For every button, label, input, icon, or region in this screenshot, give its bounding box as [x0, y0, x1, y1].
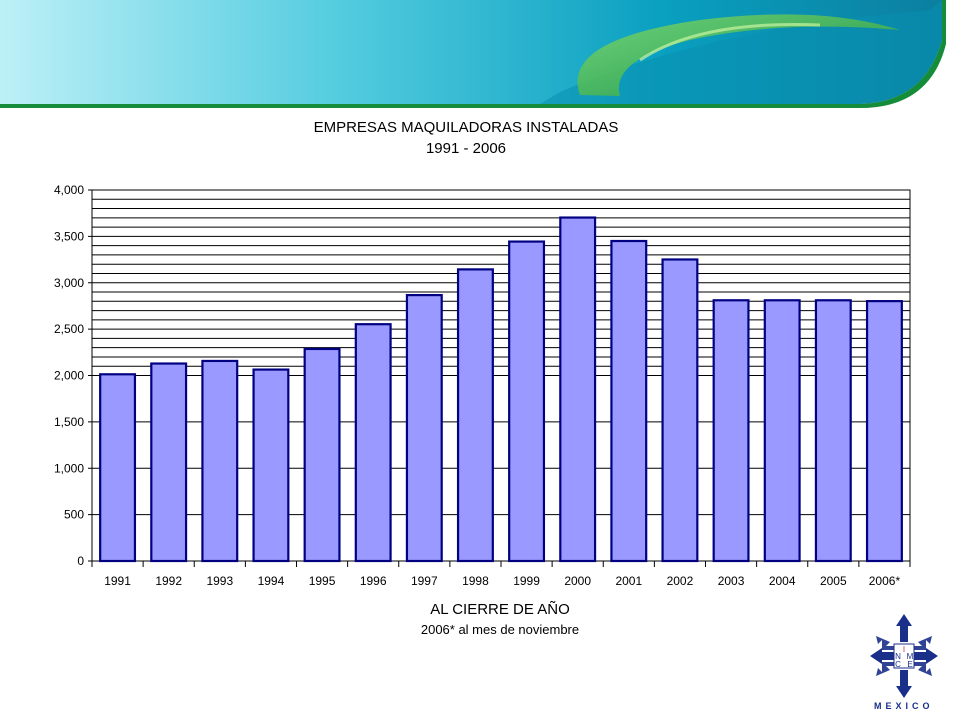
bar-1994	[252, 368, 290, 563]
x-axis-label: AL CIERRE DE AÑO	[430, 601, 569, 618]
index-cross-arrows-logo: I N M C E	[870, 614, 938, 698]
x-tick-label: 2001	[615, 574, 642, 588]
bars	[99, 216, 903, 563]
logo-letter: N	[895, 652, 901, 661]
bar-2005	[814, 299, 852, 563]
y-axis-ticks: 0 500 1,000 1,500 2,000 2,500 3,000 3,500 4,000	[54, 183, 92, 568]
bar-1996	[354, 323, 392, 563]
bar-2002	[661, 258, 699, 563]
x-tick-label: 2002	[667, 574, 694, 588]
y-tick-label: 3,500	[54, 229, 84, 243]
bar-1991	[99, 373, 137, 563]
y-tick-label: 3,000	[54, 276, 84, 290]
logo-letter: I	[903, 645, 905, 654]
y-tick-label: 1,000	[54, 461, 84, 475]
bar-1998	[456, 268, 494, 563]
bar-2003	[712, 299, 750, 563]
x-tick-label: 1999	[513, 574, 540, 588]
bar-2006*	[865, 300, 903, 563]
logo-letter: M	[907, 652, 914, 661]
logo-letter: E	[907, 660, 912, 669]
x-tick-label: 1993	[206, 574, 233, 588]
bar-1993	[201, 359, 239, 563]
y-tick-label: 4,000	[54, 183, 84, 197]
x-tick-label: 2000	[564, 574, 591, 588]
x-tick-label: 1994	[258, 574, 285, 588]
x-tick-label: 2006*	[869, 574, 901, 588]
x-tick-label: 1998	[462, 574, 489, 588]
bar-1997	[405, 293, 443, 563]
y-tick-label: 2,000	[54, 369, 84, 383]
x-tick-label: 1996	[360, 574, 387, 588]
bar-chart: EMPRESAS MAQUILADORAS INSTALADAS 1991 - …	[54, 119, 911, 637]
logo-wordmark: MEXICO	[874, 701, 934, 711]
header-banner	[0, 0, 946, 108]
x-tick-label: 1997	[411, 574, 438, 588]
x-axis-note: 2006* al mes de noviembre	[421, 622, 579, 637]
x-tick-label: 1991	[104, 574, 131, 588]
x-tick-label: 1995	[309, 574, 336, 588]
y-tick-label: 2,500	[54, 322, 84, 336]
bar-2004	[763, 299, 801, 563]
bar-1999	[508, 240, 546, 563]
x-tick-label: 2004	[769, 574, 796, 588]
bar-2000	[559, 216, 597, 563]
chart-subtitle: 1991 - 2006	[426, 140, 506, 157]
logo-letter: C	[895, 660, 901, 669]
y-tick-label: 1,500	[54, 415, 84, 429]
y-tick-label: 500	[64, 508, 84, 522]
x-axis-ticks: 1991 1992 1993 1994 1995 1996 1997 1998 1999 2000…	[91, 561, 911, 588]
x-tick-label: 2003	[718, 574, 745, 588]
bar-1992	[150, 362, 188, 563]
bar-2001	[610, 239, 648, 563]
bar-1995	[303, 347, 341, 563]
x-tick-label: 1992	[155, 574, 182, 588]
chart-title: EMPRESAS MAQUILADORAS INSTALADAS	[314, 119, 619, 136]
y-tick-label: 0	[77, 554, 84, 568]
x-tick-label: 2005	[820, 574, 847, 588]
